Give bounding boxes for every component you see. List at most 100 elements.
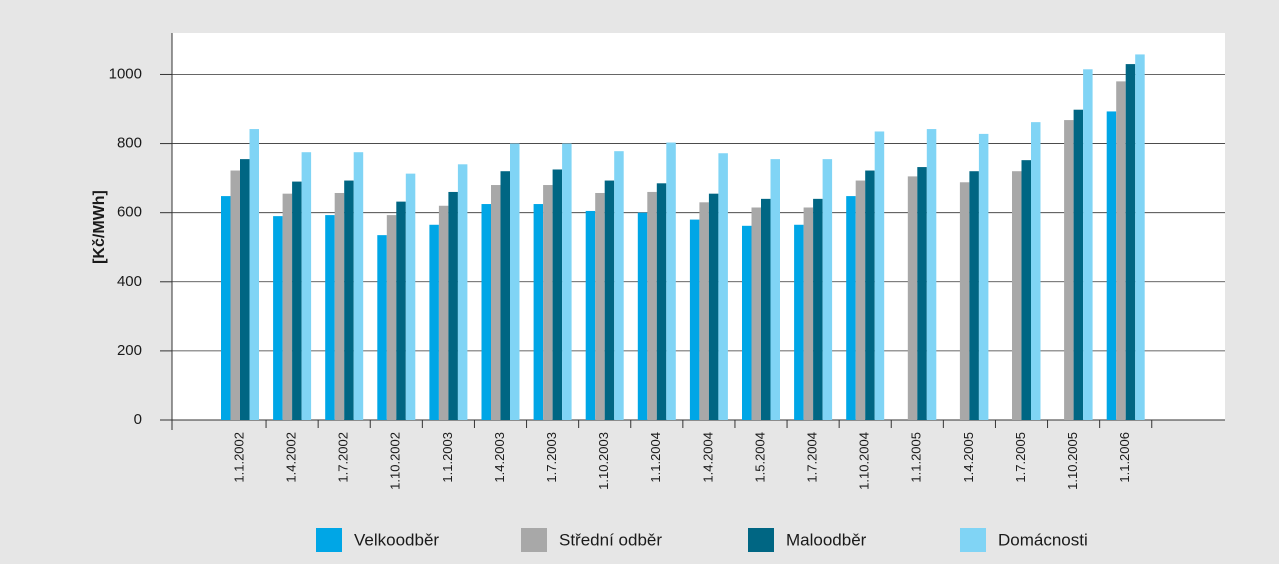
bar (647, 191, 657, 420)
bar (1021, 160, 1031, 420)
bar (585, 210, 596, 420)
bar (457, 164, 468, 420)
x-tick-label: 1.7.2003 (544, 432, 559, 483)
x-tick-label: 1.5.2004 (752, 432, 767, 483)
y-tick-label: 200 (117, 342, 142, 359)
bar (491, 185, 501, 420)
bar (822, 159, 833, 420)
x-tick-label: 1.1.2004 (648, 432, 663, 483)
bar (926, 129, 937, 420)
bar (770, 159, 780, 420)
legend-label: Střední odběr (559, 530, 662, 549)
legend-swatch (316, 528, 342, 552)
legend-swatch (748, 528, 774, 552)
legend-label: Velkoodběr (354, 530, 439, 549)
bar (510, 143, 520, 421)
bar (562, 143, 572, 421)
bar (386, 215, 397, 420)
bar (240, 159, 250, 420)
bar (751, 207, 761, 420)
bar (533, 204, 544, 420)
x-tick-label: 1.1.2002 (231, 432, 246, 483)
bar (614, 151, 624, 420)
bar (637, 212, 648, 420)
bar (344, 180, 354, 420)
y-tick-label: 800 (117, 135, 142, 152)
bar (761, 198, 771, 420)
bar (301, 152, 312, 420)
bar (1073, 109, 1084, 421)
legend-swatch (521, 528, 547, 552)
bar (377, 235, 387, 420)
bar (292, 181, 302, 420)
bar (708, 193, 719, 420)
x-tick-label: 1.7.2005 (1013, 432, 1028, 483)
bar (221, 196, 231, 420)
bar (718, 153, 728, 420)
bar (794, 224, 804, 420)
bar (595, 192, 605, 420)
x-tick-label: 1.10.2005 (1065, 432, 1080, 490)
y-axis-label: [Kč/MWh] (91, 190, 108, 264)
bar (429, 224, 439, 420)
bar (689, 219, 700, 420)
bar (813, 198, 823, 420)
x-tick-label: 1.10.2002 (388, 432, 403, 490)
bar (742, 225, 752, 420)
y-tick-label: 1000 (109, 65, 142, 82)
bar (481, 204, 491, 420)
x-tick-label: 1.7.2004 (805, 432, 820, 483)
bar (959, 182, 970, 420)
bar (846, 196, 856, 420)
x-tick-label: 1.4.2002 (284, 432, 299, 483)
bar (917, 167, 927, 420)
x-tick-label: 1.1.2005 (909, 432, 924, 483)
x-tick-label: 1.10.2003 (596, 432, 611, 490)
bar (448, 191, 458, 420)
bar (907, 176, 918, 420)
x-tick-label: 1.7.2002 (336, 432, 351, 483)
y-tick-label: 600 (117, 204, 142, 221)
x-tick-label: 1.1.2006 (1117, 432, 1132, 483)
bar (855, 180, 866, 420)
bar (803, 207, 814, 420)
bar (1135, 54, 1145, 420)
bar (656, 183, 667, 420)
bar (1012, 171, 1022, 420)
legend-label: Domácnosti (998, 530, 1088, 549)
bar (500, 171, 510, 420)
bar (543, 185, 553, 420)
y-tick-label: 400 (117, 273, 142, 290)
bar (396, 201, 406, 420)
bar (1064, 120, 1074, 420)
bar (230, 170, 240, 420)
bar (325, 215, 335, 420)
x-tick-label: 1.4.2003 (492, 432, 507, 483)
legend-swatch (960, 528, 986, 552)
x-tick-label: 1.4.2005 (961, 432, 976, 483)
bar (1083, 69, 1093, 420)
bar (666, 142, 676, 420)
x-tick-label: 1.4.2004 (700, 432, 715, 483)
bar (249, 129, 259, 420)
bar (699, 202, 709, 420)
bar (353, 152, 364, 420)
bar (438, 205, 449, 420)
x-tick-label: 1.1.2003 (440, 432, 455, 483)
y-tick-label: 0 (134, 411, 142, 428)
bar (969, 171, 979, 420)
bar (1116, 81, 1126, 420)
bar (334, 192, 345, 420)
bar (865, 170, 875, 420)
bar (1031, 122, 1041, 420)
bar (1125, 64, 1136, 421)
bar (405, 173, 416, 420)
bar (273, 216, 283, 420)
bar (1106, 111, 1117, 420)
legend-label: Maloodběr (786, 530, 867, 549)
bar (874, 131, 885, 421)
bar (282, 193, 293, 420)
bar (604, 180, 615, 420)
x-tick-label: 1.10.2004 (857, 432, 872, 490)
